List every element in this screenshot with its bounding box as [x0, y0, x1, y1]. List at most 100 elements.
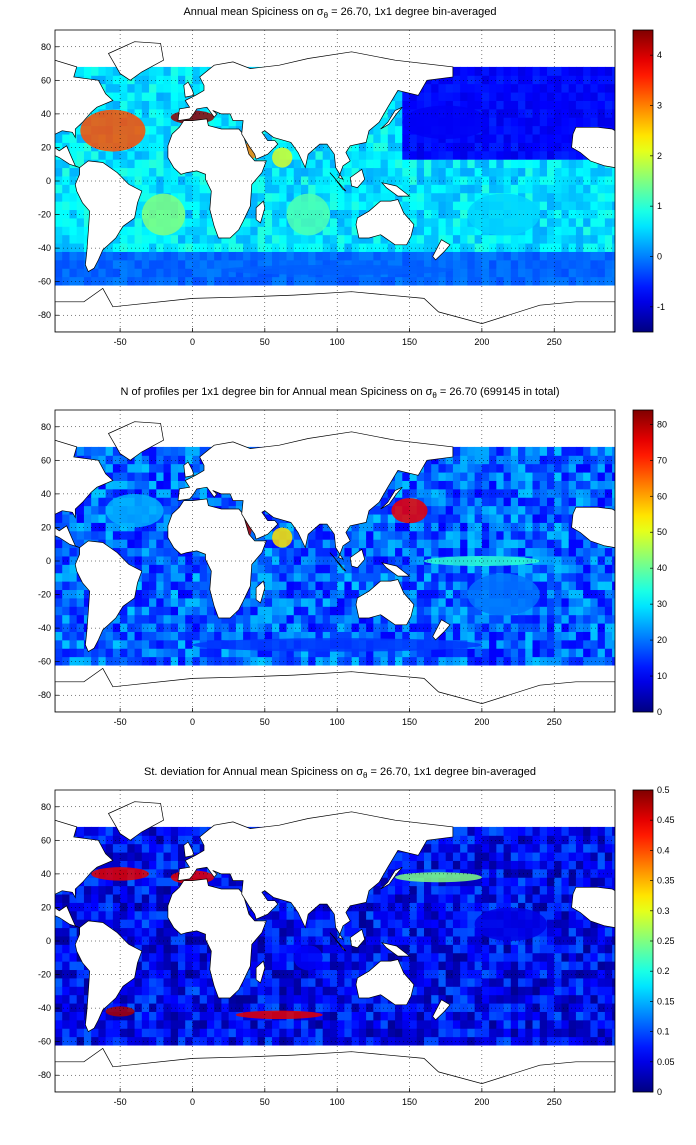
heatmap-cell [554, 447, 562, 456]
heatmap-cell [446, 581, 454, 590]
y-tick-label: -80 [38, 690, 51, 700]
heatmap-cell [214, 277, 222, 286]
heatmap-cell [518, 514, 526, 523]
heatmap-cell [127, 277, 135, 286]
heatmap-cell [554, 489, 562, 498]
heatmap-cell [171, 995, 179, 1004]
heatmap-cell [482, 268, 490, 277]
heatmap-cell [91, 877, 99, 886]
heatmap-cell [207, 260, 215, 269]
heatmap-cell [402, 548, 410, 557]
heatmap-cell [402, 134, 410, 143]
heatmap-cell [127, 902, 135, 911]
heatmap-cell [583, 268, 591, 277]
heatmap-cell [583, 657, 591, 666]
heatmap-cell [178, 1011, 186, 1020]
heatmap-cell [171, 1020, 179, 1029]
heatmap-cell [561, 201, 569, 210]
heatmap-cell [511, 640, 519, 649]
heatmap-cell [410, 522, 418, 531]
heatmap-cell [192, 75, 200, 84]
heatmap-cell [525, 506, 533, 515]
heatmap-cell [330, 210, 338, 219]
heatmap-cell [221, 1028, 229, 1037]
heatmap-cell [518, 67, 526, 76]
heatmap-cell [156, 556, 164, 565]
heatmap-cell [482, 648, 490, 657]
heatmap-cell [69, 581, 77, 590]
heatmap-cell [200, 1020, 208, 1029]
heatmap-cell [69, 986, 77, 995]
heatmap-cell [511, 648, 519, 657]
heatmap-cell [69, 961, 77, 970]
heatmap-cell [605, 564, 613, 573]
heatmap-cell [258, 936, 266, 945]
heatmap-cell [554, 117, 562, 126]
heatmap-cell [164, 860, 172, 869]
heatmap-cell [55, 631, 63, 640]
heatmap-cell [612, 472, 620, 481]
heatmap-cell [561, 539, 569, 548]
heatmap-cell [612, 193, 620, 202]
heatmap-cell [583, 590, 591, 599]
heatmap-cell [98, 1020, 106, 1029]
heatmap-cell [265, 623, 273, 632]
heatmap-cell [272, 235, 280, 244]
heatmap-cell [366, 277, 374, 286]
heatmap-cell [120, 159, 128, 168]
heatmap-cell [518, 472, 526, 481]
heatmap-cell [554, 531, 562, 540]
heatmap-cell [431, 92, 439, 101]
heatmap-cell [156, 590, 164, 599]
heatmap-cell [569, 606, 577, 615]
heatmap-cell [518, 92, 526, 101]
heatmap-cell [496, 75, 504, 84]
heatmap-cell [612, 480, 620, 489]
heatmap-cell [120, 235, 128, 244]
heatmap-cell [279, 556, 287, 565]
heatmap-cell [612, 564, 620, 573]
heatmap-cell [402, 531, 410, 540]
heatmap-cell [156, 995, 164, 1004]
heatmap-cell [475, 514, 483, 523]
heatmap-cell [77, 268, 85, 277]
heatmap-cell [496, 648, 504, 657]
heatmap-cell [561, 260, 569, 269]
y-tick-label: -20 [38, 590, 51, 600]
heatmap-cell [583, 447, 591, 456]
heatmap-cell [554, 606, 562, 615]
heatmap-cell [554, 480, 562, 489]
heatmap-cell [410, 480, 418, 489]
heatmap-cell [533, 176, 541, 185]
heatmap-cell [424, 564, 432, 573]
heatmap-cell [77, 986, 85, 995]
heatmap-cell [424, 168, 432, 177]
heatmap-cell [200, 489, 208, 498]
heatmap-cell [113, 464, 121, 473]
heatmap-cell [504, 455, 512, 464]
heatmap-cell [424, 184, 432, 193]
heatmap-cell [62, 210, 70, 219]
heatmap-cell [417, 489, 425, 498]
heatmap-cell [453, 497, 461, 506]
heatmap-cell [366, 539, 374, 548]
heatmap-cell [511, 464, 519, 473]
heatmap-cell [106, 844, 114, 853]
heatmap-cell [98, 514, 106, 523]
heatmap-cell [598, 100, 606, 109]
heatmap-cell [156, 455, 164, 464]
heatmap-cell [258, 573, 266, 582]
heatmap-cell [359, 159, 367, 168]
heatmap-cell [106, 894, 114, 903]
heatmap-cell [127, 472, 135, 481]
heatmap-cell [62, 1028, 70, 1037]
heatmap-cell [395, 251, 403, 260]
heatmap-cell [323, 159, 331, 168]
heatmap-cell [388, 142, 396, 151]
heatmap-cell [308, 657, 316, 666]
heatmap-cell [185, 184, 193, 193]
heatmap-cell [192, 235, 200, 244]
heatmap-cell [178, 936, 186, 945]
heatmap-cell [77, 1037, 85, 1046]
heatmap-cell [156, 260, 164, 269]
